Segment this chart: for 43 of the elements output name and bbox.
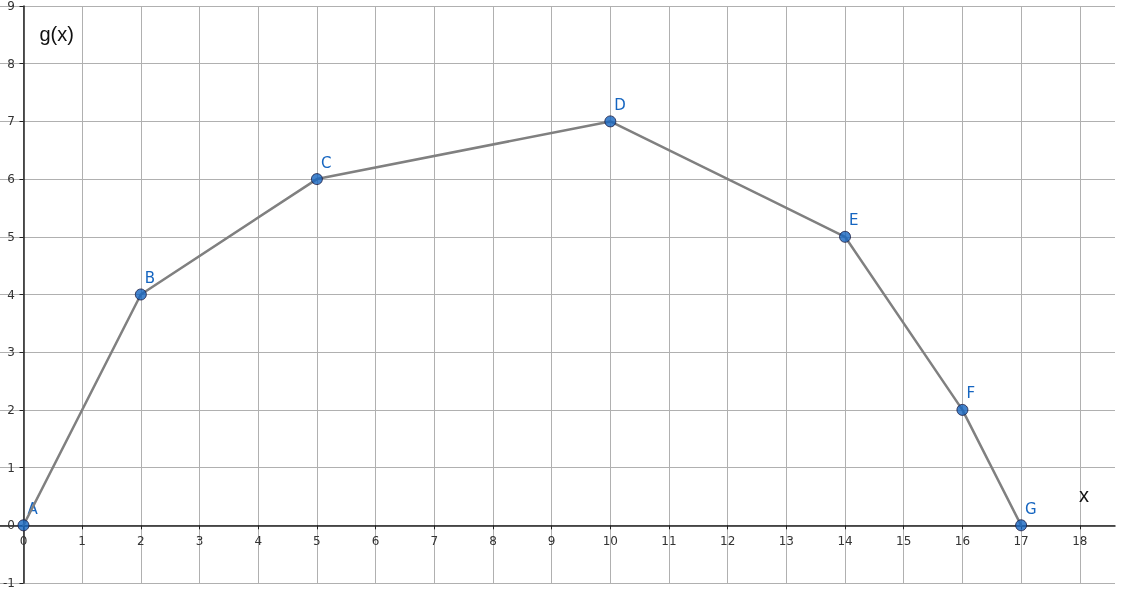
annotation: E xyxy=(849,211,859,230)
x-axis-title: x xyxy=(1079,484,1089,507)
x-tick-label: 7 xyxy=(430,533,439,548)
x-tick-label: 9 xyxy=(547,533,556,548)
point xyxy=(134,288,147,301)
point xyxy=(604,115,617,128)
x-tick-label: 17 xyxy=(1013,533,1029,548)
y-tick-label: -1 xyxy=(3,576,15,589)
x-tick-label: 8 xyxy=(489,533,497,548)
annotation: G xyxy=(1025,499,1037,518)
point xyxy=(310,173,323,186)
y-tick-label: 1 xyxy=(7,460,15,475)
x-tick-label: 18 xyxy=(1072,533,1088,548)
x-tick-label: 5 xyxy=(313,533,321,548)
y-tick-label: 4 xyxy=(7,287,15,302)
annotation: D xyxy=(614,95,626,114)
point xyxy=(839,230,852,243)
x-tick-label: 6 xyxy=(371,533,380,548)
y-tick-label: 7 xyxy=(7,114,15,129)
y-tick-label: 3 xyxy=(7,345,15,360)
annotation: C xyxy=(320,153,332,172)
x-tick-label: 10 xyxy=(602,533,618,548)
x-tick-label: 14 xyxy=(837,533,853,548)
x-tick-label: 16 xyxy=(954,533,971,548)
y-tick-label: 6 xyxy=(7,172,15,187)
point xyxy=(1015,519,1028,532)
point xyxy=(956,403,969,416)
x-tick-label: 4 xyxy=(254,533,263,548)
x-tick-label: 15 xyxy=(896,533,912,548)
x-tick-label: 11 xyxy=(661,533,677,548)
x-tick-label: 2 xyxy=(137,533,145,548)
x-tick-label: 12 xyxy=(720,533,736,548)
x-tick-label: 13 xyxy=(778,533,795,548)
x-tick-label: 3 xyxy=(195,533,204,548)
y-tick-label: 5 xyxy=(7,229,15,244)
x-tick-label: 1 xyxy=(78,533,86,548)
point xyxy=(17,519,30,532)
annotation: B xyxy=(144,269,156,287)
y-tick-label: 2 xyxy=(7,402,15,417)
y-tick-label: 9 xyxy=(7,0,15,13)
annotation: F xyxy=(966,384,976,403)
y-axis-title: g(x) xyxy=(39,23,74,45)
y-tick-label: 8 xyxy=(7,56,15,71)
